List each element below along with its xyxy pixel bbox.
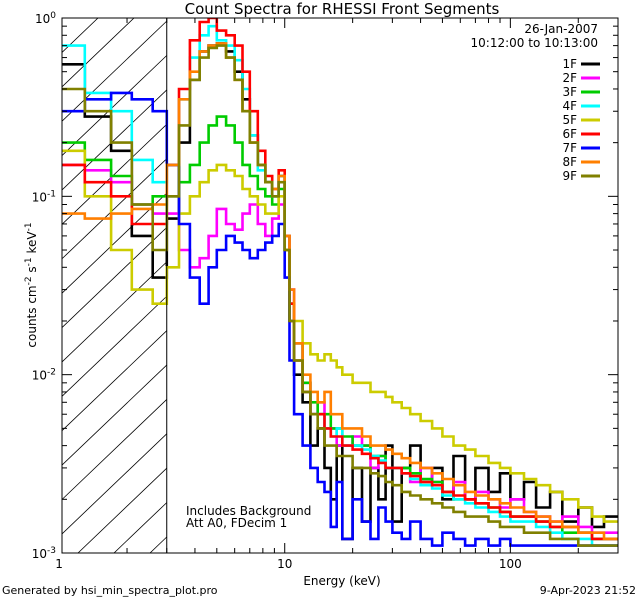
attenuator-hatched-region [62,18,640,553]
series-line-6F [62,18,618,541]
hatch-line [62,54,167,157]
date-label: 26-Jan-2007 [524,22,598,36]
x-tick-label: 10 [277,557,292,571]
legend-label-3F: 3F [562,85,577,99]
hatch-line [62,261,167,363]
hatch-line [62,89,167,191]
legend-label-4F: 4F [562,99,577,113]
legend-label-9F: 9F [562,169,577,183]
hatch-line [62,18,135,88]
footer-timestamp: 9-Apr-2023 21:52 [540,584,636,597]
series-line-7F [62,91,618,547]
x-tick-label: 100 [499,557,522,571]
y-axis-label: counts cm-2 s-1 keV-1 [24,222,39,347]
series-line-5F [62,149,618,523]
series-line-3F [62,115,618,541]
series-line-8F [62,42,618,541]
hatch-line [62,364,167,466]
hatch-line [62,226,167,329]
series-line-1F [62,42,618,541]
hatch-line [62,398,167,501]
series-line-4F [62,24,618,547]
y-tick-label: 10-1 [32,189,56,204]
series-line-9F [62,44,618,547]
annotation-background: Includes Background [186,504,311,518]
legend-label-6F: 6F [562,127,577,141]
time-range-label: 10:12:00 to 10:13:00 [471,36,598,50]
y-tick-label: 10-2 [32,368,56,383]
legend-label-5F: 5F [562,113,577,127]
y-tick-label: 100 [35,11,56,26]
hatch-line [62,158,167,260]
hatch-line [62,18,99,53]
series-layer [62,18,618,547]
hatch-line [62,20,167,122]
legend-label-2F: 2F [562,71,577,85]
annotation-attenuator: Att A0, FDecim 1 [186,516,287,530]
x-tick-label: 1 [55,557,63,571]
x-axis-label: Energy (keV) [303,574,380,588]
chart-title: Count Spectra for RHESSI Front Segments [185,0,500,18]
legend-label-7F: 7F [562,141,577,155]
legend-label-1F: 1F [562,57,577,71]
hatch-line [258,18,640,553]
y-tick-label: 10-3 [32,546,56,561]
legend-label-8F: 8F [562,155,577,169]
hatch-line [62,433,167,535]
hatch-line [62,295,167,397]
plot-frame [61,17,619,554]
hatch-line [62,192,167,294]
hatch-line [77,467,167,553]
axis-ticks: 1 10 100 100 10-1 10-2 10-3 [32,11,619,571]
footer-generated-by: Generated by hsi_min_spectra_plot.pro [2,584,218,597]
series-line-2F [62,163,618,534]
